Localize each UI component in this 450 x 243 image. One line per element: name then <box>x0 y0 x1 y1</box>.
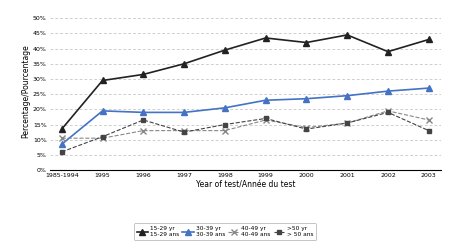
Legend: 15-29 yr
15-29 ans, 30-39 yr
30-39 ans, 40-49 yr
40-49 ans, >50 yr
> 50 ans: 15-29 yr 15-29 ans, 30-39 yr 30-39 ans, … <box>134 224 316 240</box>
X-axis label: Year of test/Année du test: Year of test/Année du test <box>195 181 295 190</box>
Y-axis label: Percentage/Pourcentage: Percentage/Pourcentage <box>21 44 30 138</box>
